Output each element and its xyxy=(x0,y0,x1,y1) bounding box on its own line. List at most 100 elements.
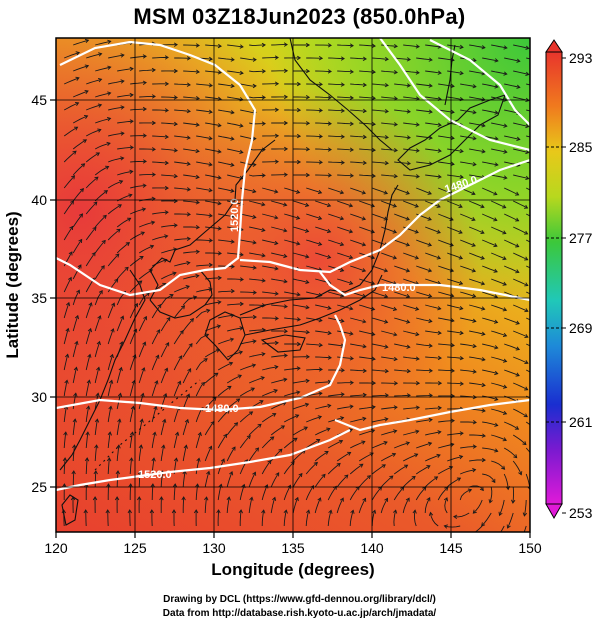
streamline xyxy=(284,213,300,219)
china-coast xyxy=(59,269,146,471)
streamline-arrowhead xyxy=(371,356,376,361)
streamline xyxy=(129,280,142,293)
streamline-arrowhead xyxy=(393,429,398,434)
streamline-arrowhead xyxy=(481,149,486,154)
streamline-arrowhead xyxy=(318,160,323,165)
streamline-arrowhead xyxy=(393,356,398,362)
streamline-arrowhead xyxy=(494,110,499,115)
streamline xyxy=(416,317,432,322)
streamline-arrowhead xyxy=(217,201,222,206)
wind-streamlines xyxy=(61,38,530,532)
streamline-arrowhead xyxy=(428,135,433,140)
streamline-arrowhead xyxy=(261,278,266,283)
streamline-arrowhead xyxy=(527,486,530,491)
streamline xyxy=(350,343,366,348)
streamline xyxy=(372,109,389,112)
streamline-arrowhead xyxy=(100,265,105,270)
streamline xyxy=(372,57,389,60)
streamline-arrowhead xyxy=(283,68,289,73)
streamline xyxy=(491,200,506,209)
streamline xyxy=(117,170,133,176)
streamline xyxy=(327,463,341,475)
streamline-arrowhead xyxy=(428,57,433,62)
streamline-arrowhead xyxy=(70,200,75,205)
streamline xyxy=(513,174,529,180)
streamline-arrowhead xyxy=(317,215,323,221)
streamline xyxy=(482,109,498,114)
streamline-arrowhead xyxy=(348,203,354,208)
streamline-arrowhead xyxy=(392,306,398,312)
streamline xyxy=(72,139,87,150)
streamline xyxy=(270,497,276,514)
streamline-arrowhead xyxy=(261,173,266,178)
streamline-arrowhead xyxy=(184,418,190,424)
streamline xyxy=(425,44,442,48)
streamline xyxy=(523,525,527,532)
streamline xyxy=(381,430,397,436)
streamline-arrowhead xyxy=(142,80,147,85)
streamline-arrowhead xyxy=(261,227,266,233)
streamline-arrowhead xyxy=(327,69,332,74)
streamline-arrowhead xyxy=(120,53,125,58)
streamline xyxy=(292,497,299,514)
streamline xyxy=(85,227,97,241)
streamline-arrowhead xyxy=(361,242,367,247)
streamline-arrowhead xyxy=(450,83,455,89)
streamline-arrowhead xyxy=(261,95,266,100)
streamline-arrowhead xyxy=(298,472,303,478)
streamline xyxy=(469,330,485,335)
streamline xyxy=(262,291,279,295)
streamline xyxy=(438,343,455,346)
streamline xyxy=(504,213,519,222)
streamline xyxy=(72,445,75,462)
streamline-arrowhead xyxy=(231,446,236,451)
streamline-arrowhead xyxy=(81,163,86,168)
streamline-arrowhead xyxy=(384,417,389,422)
streamline-arrowhead xyxy=(305,354,310,359)
streamline-arrowhead xyxy=(427,293,433,298)
streamline xyxy=(350,109,367,112)
streamline xyxy=(315,96,332,99)
streamline xyxy=(305,510,310,527)
streamline-arrowhead xyxy=(472,509,477,514)
streamline xyxy=(86,78,102,85)
streamline-arrowhead xyxy=(525,71,530,77)
streamline-arrowhead xyxy=(69,225,74,231)
streamline-arrowhead xyxy=(129,431,135,436)
streamline xyxy=(138,445,142,462)
streamline xyxy=(305,485,314,501)
streamline-arrowhead xyxy=(305,121,311,126)
streamline xyxy=(129,303,138,319)
streamline xyxy=(94,142,111,150)
streamline-arrowhead xyxy=(208,109,213,114)
streamline xyxy=(262,342,279,345)
x-tick-label: 130 xyxy=(202,540,226,556)
streamline xyxy=(226,497,230,514)
streamline xyxy=(314,474,326,488)
streamline xyxy=(337,278,353,285)
streamline xyxy=(372,291,388,298)
streamline xyxy=(161,248,177,254)
streamline-arrowhead xyxy=(208,83,213,88)
streamline-arrowhead xyxy=(305,68,311,74)
streamline xyxy=(337,122,354,125)
streamline xyxy=(72,213,83,228)
streamline-arrowhead xyxy=(239,70,244,76)
streamline-arrowhead xyxy=(195,200,200,205)
streamline xyxy=(107,432,111,449)
streamline-arrowhead xyxy=(87,353,92,358)
streamline-arrowhead xyxy=(114,496,120,501)
streamline xyxy=(513,122,529,128)
streamline xyxy=(85,201,98,215)
streamline-arrowhead xyxy=(436,453,441,458)
streamline xyxy=(482,317,498,323)
streamline xyxy=(85,252,96,267)
streamline xyxy=(94,470,97,488)
streamline xyxy=(130,108,147,111)
streamline xyxy=(381,226,397,233)
streamline-arrowhead xyxy=(161,444,166,449)
streamline xyxy=(195,432,202,449)
streamline xyxy=(415,465,431,475)
streamline-arrowhead xyxy=(296,133,302,139)
streamline-arrowhead xyxy=(328,509,333,514)
